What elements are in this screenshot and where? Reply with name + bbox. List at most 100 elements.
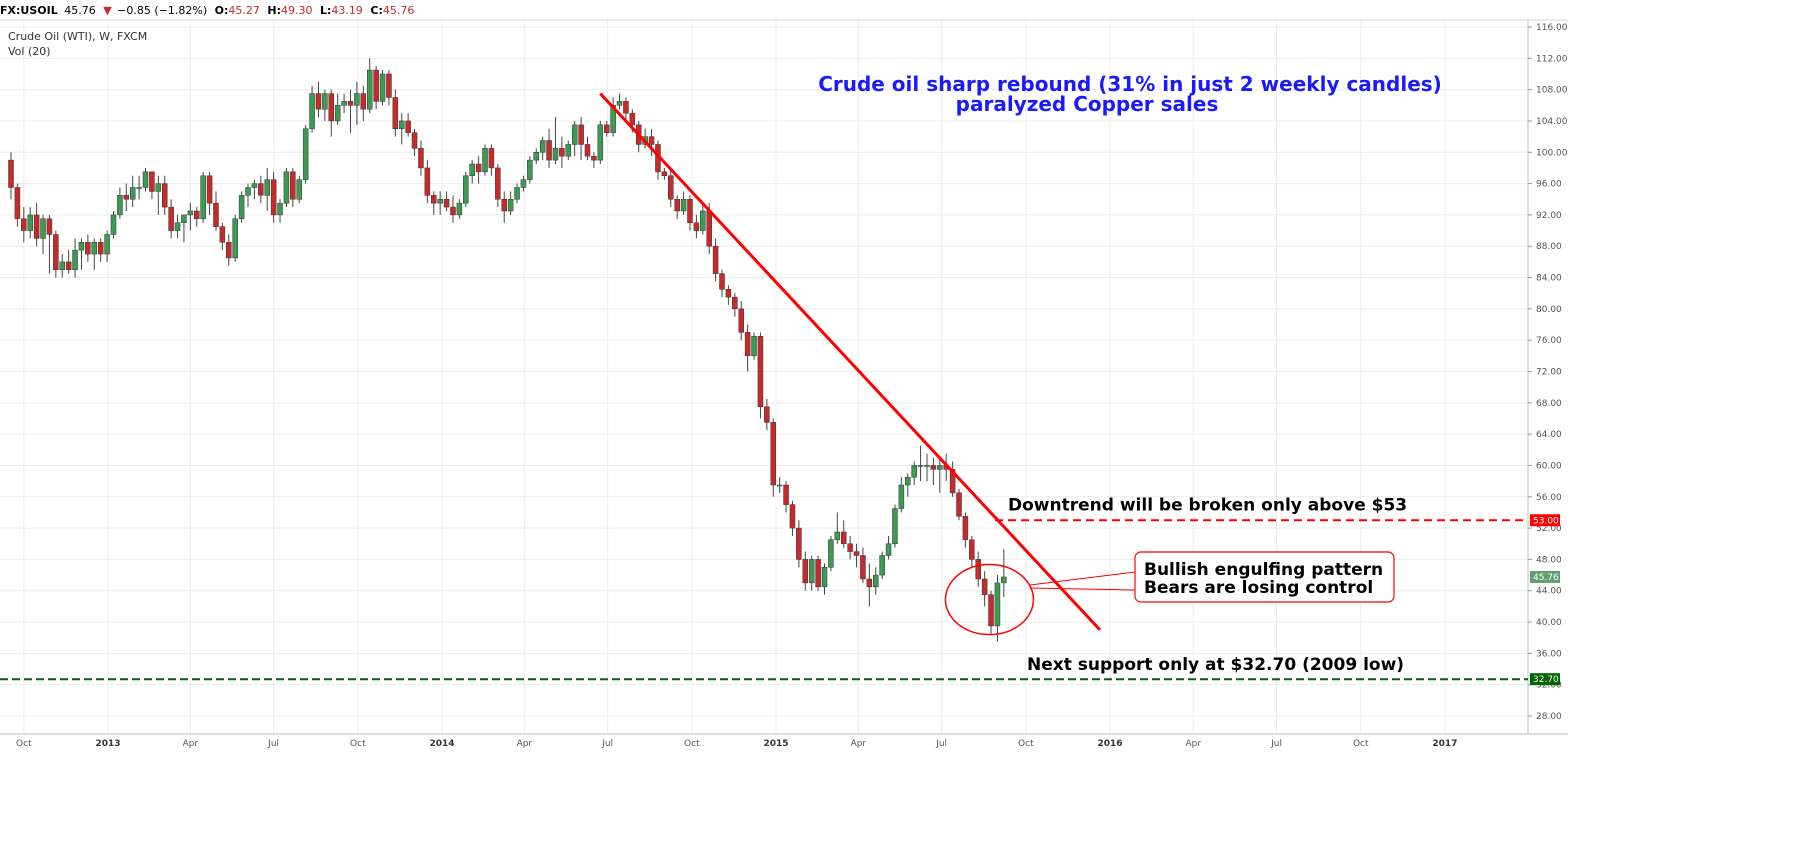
candle-body-down [149,171,155,192]
candle [501,191,507,223]
y-tick-label: 52.00 [1536,524,1562,534]
candle [860,547,866,583]
candle [994,575,1001,642]
candle [546,128,552,168]
ticker-line: FX:USOIL 45.76 ▼ −0.85 (−1.82%) O:45.27 … [0,4,414,17]
candle-body-down [623,101,629,114]
callout-pointer-line [1029,587,1136,591]
candle-body-up [834,531,841,541]
candle-body-up [892,508,898,545]
candle [937,457,943,493]
y-tick-label: 28.00 [1536,712,1562,722]
candle [78,238,85,270]
candle [366,58,373,114]
time-axis[interactable]: Oct 2013 Apr Jul Oct 2014 Apr Jul Oct 2015 Apr Jul O… [0,733,1568,749]
candle-body-up [155,183,162,192]
candle [328,89,335,137]
candle [539,136,546,161]
candle [578,117,584,161]
candle [674,195,680,219]
candle-body-up [533,152,540,161]
candle [527,156,533,184]
candle [161,175,168,215]
candle-body-down [744,332,751,357]
candle-body-up [251,183,258,188]
candle [879,551,885,579]
candle [418,140,424,176]
candle [949,461,956,497]
candle [443,191,450,211]
downtrend-line[interactable] [599,92,1102,631]
y-tick-label: 84.00 [1536,274,1562,284]
candle-body-down [46,218,53,235]
ticker-symbol: FX:USOIL [0,4,58,17]
candle-body-down [706,210,712,247]
candle [693,214,700,239]
close-label: C: [370,4,382,17]
candle-body-up [514,187,520,200]
candle-body-down [270,179,277,216]
candle [482,144,488,176]
price-axis[interactable]: 116.00 112.00 108.00 104.00 100.00 96.00 92.00… [1527,20,1568,734]
candle [411,128,418,157]
candle [1001,549,1007,597]
candle-body-up [27,214,33,231]
candle [405,113,411,137]
candle [828,535,834,572]
candle [431,191,437,215]
candle-body-up [174,222,181,231]
candle [456,199,463,219]
x-tick-label: 2014 [429,739,454,749]
resistance-price-tag: 53.00 [1530,514,1560,527]
candle-body-down [603,124,610,133]
candle [514,183,520,204]
high-value: 49.30 [281,4,313,17]
ticker-last: 45.76 [64,4,96,17]
candle [424,160,431,204]
candle-body-down [840,531,847,544]
candle [181,214,187,243]
candle-body-down [226,242,232,259]
y-tick-label: 112.00 [1536,54,1568,64]
ticker-change: −0.85 (−1.82%) [117,4,207,17]
x-tick-label: 2015 [763,739,788,749]
candle [584,136,591,161]
candle-body-up [277,202,283,216]
candle-body-up [1001,576,1007,584]
candle [700,203,706,235]
candle-body-down [315,93,322,110]
support-annotation: Next support only at $32.70 (2009 low) [1027,655,1404,675]
candle [245,183,251,208]
candle-body-down [815,559,821,588]
candle-body-down [347,101,354,106]
y-tick-label: 68.00 [1536,399,1562,409]
candle [206,171,213,215]
candle [309,85,315,133]
x-tick-label: 2016 [1097,739,1122,749]
candle-body-up [117,195,123,216]
candlestick-chart[interactable]: FX:USOIL 45.76 ▼ −0.85 (−1.82%) O:45.27 … [0,0,1568,752]
candle [488,144,495,176]
candle [194,207,200,227]
last-tag-label: 45.76 [1533,573,1559,583]
x-tick-label: Oct [350,739,366,749]
chart-name: Crude Oil (WTI), W, FXCM [8,30,147,43]
x-tick-label: Oct [16,739,32,749]
candle-body-up [828,539,834,568]
x-tick-label: 2013 [95,739,120,749]
candle-body-down [431,195,437,204]
last-price-tag: 45.76 [1530,570,1560,583]
candle [885,535,892,560]
candle-body-down [405,120,411,133]
callout-line-2: Bears are losing control [1144,578,1373,598]
candle-body-down [373,69,379,102]
candle [315,81,322,118]
candle-body-down [687,199,693,223]
header-bar [0,0,1568,20]
candle-body-up [520,179,527,188]
chart-container[interactable]: FX:USOIL 45.76 ▼ −0.85 (−1.82%) O:45.27 … [0,0,1568,752]
candle [386,70,392,106]
candle-body-down [693,222,700,231]
candle-body-down [757,336,764,407]
candle-body-up [507,199,514,212]
